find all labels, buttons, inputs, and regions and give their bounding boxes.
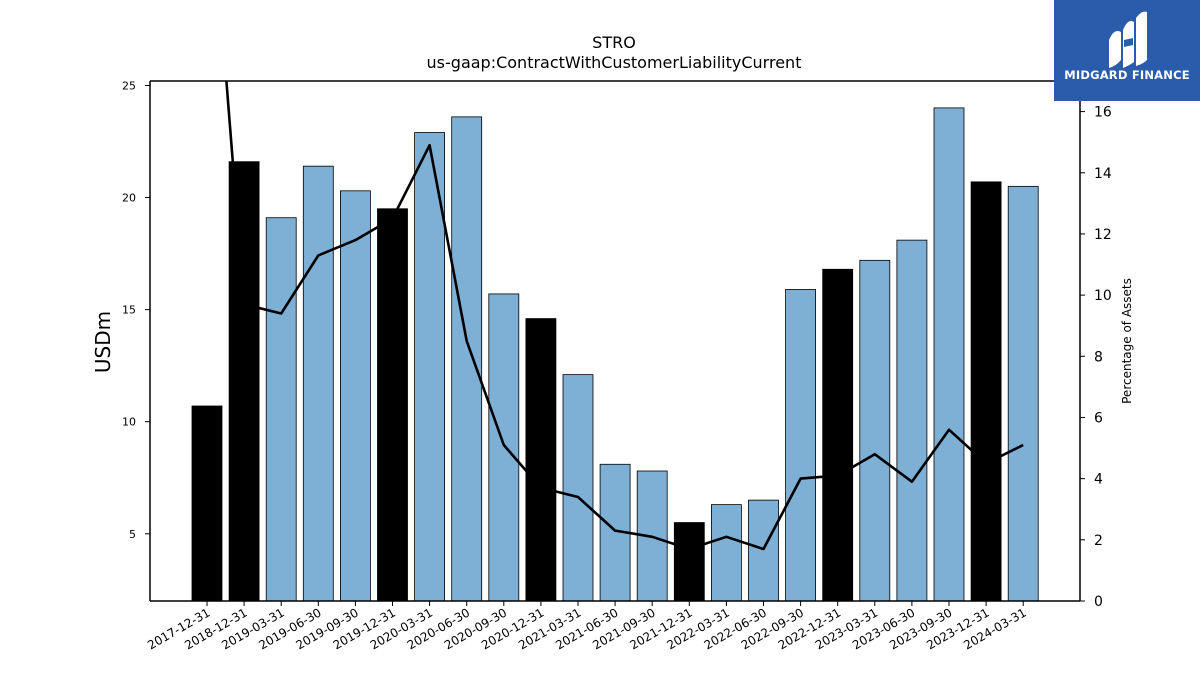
line-layer <box>225 81 1024 551</box>
bar <box>748 499 779 602</box>
bar <box>414 132 446 602</box>
y-axis-label: USDm <box>91 311 115 373</box>
bar <box>970 181 1002 602</box>
y-tick-group: 5 10 15 20 25 <box>122 79 150 541</box>
bar <box>377 208 408 602</box>
bar <box>562 374 594 602</box>
bar <box>191 405 223 602</box>
y2-tick-group: 0 2 4 6 8 10 12 14 16 <box>1080 105 1112 610</box>
y2-tick-label: 6 <box>1094 410 1103 426</box>
bar <box>711 504 742 602</box>
y2-axis-label: Percentage of Assets <box>1120 278 1134 404</box>
y-tick-label: 10 <box>122 416 136 429</box>
y-tick-label: 20 <box>122 192 136 205</box>
bar <box>673 522 705 602</box>
bar <box>822 268 854 602</box>
y2-tick-label: 10 <box>1094 288 1112 304</box>
percentage-line <box>225 81 1024 551</box>
y2-tick-label: 12 <box>1094 227 1112 243</box>
bar <box>451 116 483 602</box>
bar <box>228 161 260 602</box>
y-tick-label: 25 <box>122 79 136 92</box>
y2-tick-label: 8 <box>1094 349 1103 365</box>
bar <box>896 239 928 602</box>
chart-subtitle: us-gaap:ContractWithCustomerLiabilityCur… <box>427 53 802 72</box>
bar <box>1007 185 1039 602</box>
bar <box>785 289 816 602</box>
y-tick-label: 5 <box>129 528 136 541</box>
y2-tick-label: 16 <box>1094 105 1112 121</box>
bar <box>859 259 891 602</box>
bar-group <box>191 107 1039 602</box>
chart-title: STRO <box>592 33 636 52</box>
brand-logo: MIDGARD FINANCE <box>1054 0 1200 101</box>
logo-text: MIDGARD FINANCE <box>1064 68 1190 82</box>
bar <box>339 190 371 602</box>
y2-tick-label: 2 <box>1094 533 1103 549</box>
y2-tick-label: 4 <box>1094 472 1103 488</box>
bar <box>933 107 965 602</box>
bar <box>265 217 297 602</box>
y2-tick-label: 0 <box>1094 594 1103 610</box>
y2-tick-label: 14 <box>1094 166 1112 182</box>
x-tick-group: 2017-12-312018-12-312019-03-312019-06-30… <box>145 601 1029 652</box>
bar <box>488 293 520 602</box>
bar <box>302 165 334 602</box>
midgard-logo-icon <box>1109 11 1147 68</box>
bar <box>525 318 557 602</box>
y-tick-label: 15 <box>122 304 136 317</box>
